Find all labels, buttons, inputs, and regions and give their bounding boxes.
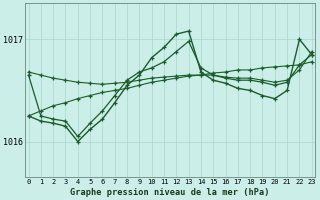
- X-axis label: Graphe pression niveau de la mer (hPa): Graphe pression niveau de la mer (hPa): [70, 188, 270, 197]
